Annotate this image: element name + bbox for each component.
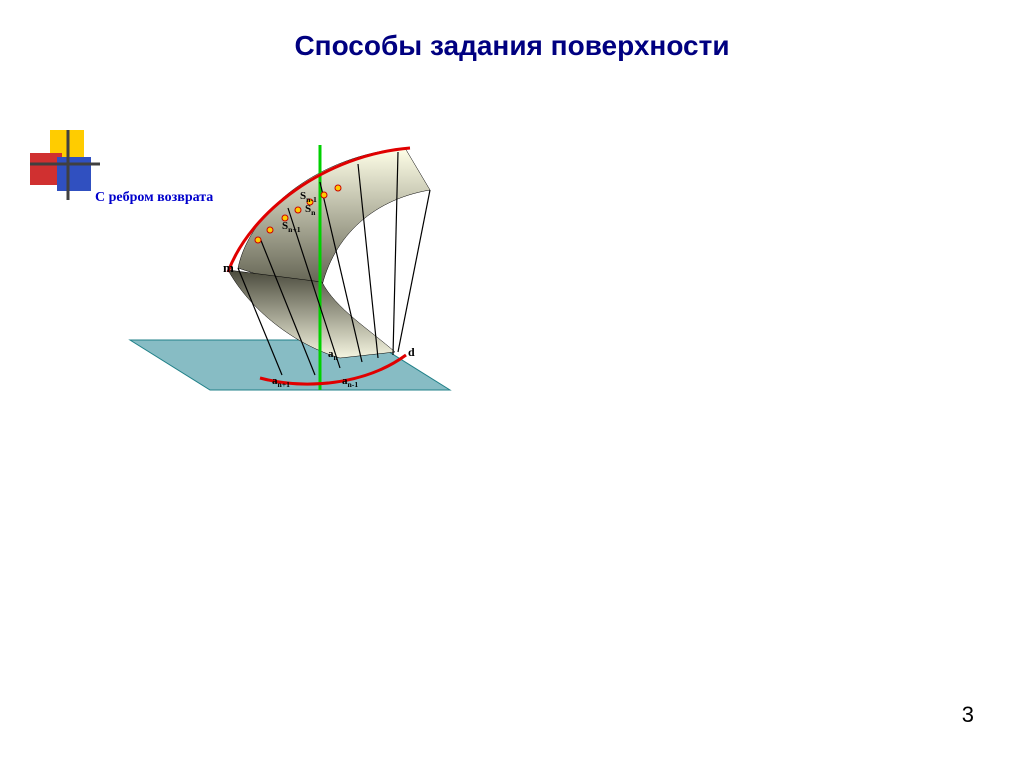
diagram-label: an+1 xyxy=(272,375,290,389)
logo-icon xyxy=(30,130,100,200)
diagram-caption: С ребром возврата xyxy=(95,190,213,206)
diagram-label: m xyxy=(223,260,234,276)
diagram-label: Sn+1 xyxy=(282,220,301,234)
surface-diagram: Sn-1SnSn+1manan+1an-1d С ребром возврата xyxy=(110,130,490,430)
page-number: 3 xyxy=(962,702,974,728)
diagram-label: d xyxy=(408,345,415,360)
diagram-label: an-1 xyxy=(342,375,358,389)
page-title: Способы задания поверхности xyxy=(0,30,1024,62)
diagram-label: Sn xyxy=(305,203,315,217)
diagram-label: an xyxy=(328,348,338,362)
